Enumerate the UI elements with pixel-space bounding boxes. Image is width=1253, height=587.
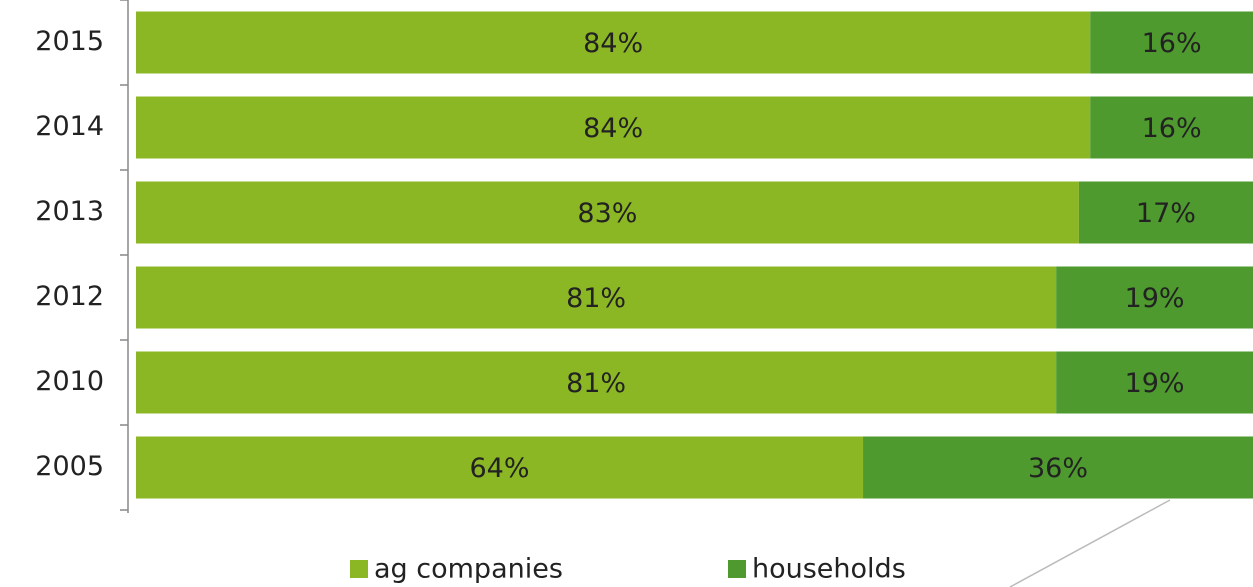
data-label: 64% [470, 453, 530, 484]
bar-segment [136, 181, 1079, 244]
data-label: 83% [577, 198, 637, 229]
y-tick-label: 2013 [35, 196, 104, 227]
bar-segment [1056, 351, 1253, 414]
legend-swatch [728, 560, 746, 578]
legend-swatch [350, 560, 368, 578]
bar-segment [136, 266, 1057, 329]
y-tick-label: 2014 [35, 111, 104, 142]
data-label: 19% [1125, 283, 1185, 314]
data-label: 84% [583, 113, 643, 144]
bar-segment [136, 436, 864, 499]
data-label: 19% [1125, 368, 1185, 399]
bar-segment [1090, 96, 1253, 159]
legend-label: ag companies [374, 554, 563, 585]
legend-label: households [752, 554, 906, 585]
bar-segment [1056, 266, 1253, 329]
y-tick-label: 2010 [35, 366, 104, 397]
bar-segment [863, 436, 1253, 499]
data-label: 36% [1028, 453, 1088, 484]
bar-segment [1090, 11, 1253, 74]
y-tick-label: 2012 [35, 281, 104, 312]
decor-line [1009, 499, 1171, 587]
bar-segment [136, 96, 1091, 159]
data-label: 17% [1136, 198, 1196, 229]
bar-segment [1078, 181, 1253, 244]
y-tick-label: 2015 [35, 26, 104, 57]
data-label: 16% [1142, 28, 1202, 59]
data-label: 81% [566, 368, 626, 399]
data-label: 16% [1142, 113, 1202, 144]
y-tick-label: 2005 [35, 451, 104, 482]
bar-segment [136, 11, 1091, 74]
data-label: 81% [566, 283, 626, 314]
bar-segment [136, 351, 1057, 414]
data-label: 84% [583, 28, 643, 59]
